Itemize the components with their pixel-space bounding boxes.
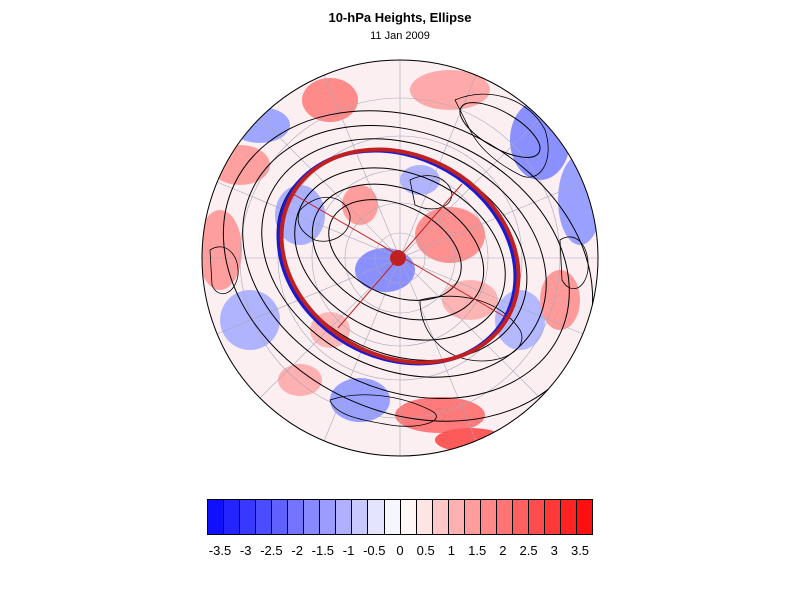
colorbar-segment xyxy=(272,500,289,534)
colorbar-tick-label: -1.5 xyxy=(311,543,335,558)
ellipse-axis-line xyxy=(292,193,401,257)
colorbar-segment xyxy=(288,500,305,534)
colorbar-tick-label: 3.5 xyxy=(570,543,590,558)
colorbar-segment xyxy=(320,500,337,534)
blue-ellipse xyxy=(276,148,518,366)
ellipse-axis-line xyxy=(399,255,508,319)
colorbar-segment xyxy=(352,500,369,534)
colorbar-segment xyxy=(464,500,481,534)
red-ellipse xyxy=(279,147,521,365)
colorbar-segment xyxy=(256,500,273,534)
colorbar-tick-label: -1 xyxy=(342,543,355,558)
colorbar-tick-label: 0.5 xyxy=(416,543,435,558)
colorbar-tick-label: -3 xyxy=(239,543,252,558)
map-border xyxy=(201,59,599,457)
colorbar-tick-label: 0 xyxy=(396,543,404,558)
colorbar-segment xyxy=(577,500,593,534)
colorbar-segment xyxy=(480,500,497,534)
colorbar-tick-label: 2.5 xyxy=(519,543,538,558)
colorbar-segment xyxy=(208,500,225,534)
colorbar-segment xyxy=(496,500,513,534)
colorbar-tick-label: -3.5 xyxy=(208,543,232,558)
colorbar-tick-label: 3 xyxy=(550,543,558,558)
colorbar-tick-label: 1.5 xyxy=(468,543,487,558)
colorbar-tick-label: -2.5 xyxy=(260,543,283,558)
colorbar-tick-label: -0.5 xyxy=(363,543,386,558)
colorbar-segment xyxy=(544,500,562,534)
map-date-subtitle: 11 Jan 2009 xyxy=(370,30,430,42)
colorbar-tick-label: 1 xyxy=(447,543,456,558)
ellipse-center-marker xyxy=(390,250,406,266)
colorbar-segment xyxy=(304,500,321,534)
colorbar-segment xyxy=(336,500,353,534)
colorbar-tick-label: 2 xyxy=(499,543,507,558)
map-title: 10-hPa Heights, Ellipse xyxy=(328,10,472,25)
colorbar-segment xyxy=(512,500,529,534)
colorbar-tick-label: -2 xyxy=(291,543,303,558)
colorbar-segment xyxy=(384,500,401,534)
colorbar-segment xyxy=(448,500,465,534)
fitted-ellipses xyxy=(276,147,521,366)
colorbar-segment xyxy=(224,500,241,534)
colorbar xyxy=(207,499,593,535)
colorbar-segment xyxy=(368,500,385,534)
colorbar-segment xyxy=(400,500,417,534)
ellipse-axis-line xyxy=(399,183,463,257)
colorbar-segment xyxy=(432,500,449,534)
colorbar-segment xyxy=(528,500,545,534)
colorbar-segment xyxy=(561,500,578,534)
colorbar-tick-labels: -3.5 -3 -2.5 -2 -1.5 -1 -0.5 0 0.5 1 1.5 2 2.5 3 3.5 xyxy=(207,543,593,561)
ellipse-axis-line xyxy=(337,255,401,329)
colorbar-segment xyxy=(240,500,257,534)
colorbar-segment xyxy=(416,500,433,534)
